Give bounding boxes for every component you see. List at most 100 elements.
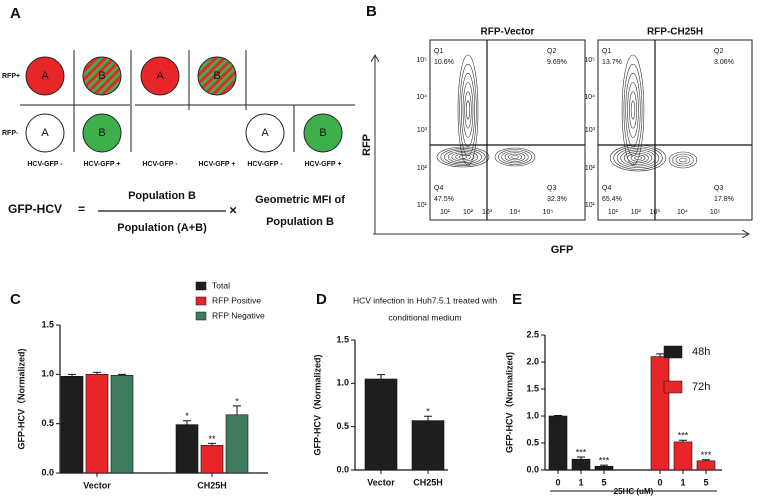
y-tick-label: 0.5	[41, 418, 54, 428]
contour	[668, 151, 698, 169]
y-tick-label: 10²	[585, 165, 596, 172]
x-tick-label: 10¹	[608, 209, 619, 216]
bar	[673, 441, 693, 471]
contour	[447, 150, 479, 164]
legend-label: RFP Negative	[212, 310, 265, 320]
axis-label: GFP	[551, 244, 574, 256]
bar	[85, 374, 109, 474]
population-circle	[303, 113, 343, 153]
y-tick-label: 2.5	[526, 329, 539, 339]
population-circle	[25, 113, 65, 153]
quadrant-name: Q4	[602, 185, 611, 192]
y-tick-label: 10²	[417, 165, 428, 172]
legend-swatch	[195, 296, 207, 306]
bar	[364, 378, 398, 471]
y-axis-label: GFP-HCV（Normalized)	[312, 354, 322, 455]
contour	[623, 151, 653, 165]
contour	[511, 155, 519, 159]
x-tick-label: 1	[680, 477, 685, 487]
bar	[411, 420, 445, 471]
panel-letter: C	[10, 291, 21, 308]
x-tick-label: CH25H	[413, 477, 443, 487]
error-bar	[702, 459, 710, 461]
population-circle	[140, 56, 180, 96]
quadrant-name: Q3	[547, 185, 556, 192]
error-bar	[600, 464, 608, 467]
x-tick-label: 10³	[482, 209, 493, 216]
error-bar	[208, 442, 216, 446]
contour	[444, 149, 482, 165]
significance: **	[208, 434, 216, 444]
population-circle	[245, 113, 285, 153]
formula-times: ×	[229, 202, 237, 217]
y-tick-label: 0.5	[526, 437, 539, 447]
y-tick-label: 10⁴	[584, 94, 595, 101]
y-axis-label: GFP-HCV（Normalized)	[16, 348, 26, 449]
x-tick-label: 0	[657, 477, 662, 487]
y-tick-label: 1.0	[336, 378, 349, 388]
error-bar	[93, 371, 101, 375]
quadrant-percent: 9.69%	[547, 59, 567, 66]
quadrant-percent: 3.06%	[714, 59, 734, 66]
error-bar	[183, 420, 191, 425]
circle-label: B	[213, 70, 220, 82]
error-bar	[424, 415, 432, 421]
row-label: RFP-	[2, 130, 19, 137]
quadrant-percent: 47.5%	[434, 196, 454, 203]
legend-swatch	[663, 345, 683, 359]
x-tick-label: 0	[555, 477, 560, 487]
contour	[498, 149, 532, 165]
bar	[571, 458, 591, 471]
contour	[672, 153, 694, 167]
error-bar	[377, 374, 385, 379]
y-tick-label: 1.0	[41, 369, 54, 379]
x-tick-label: 1	[578, 477, 583, 487]
error-bar	[679, 439, 687, 442]
circle-label: B	[98, 70, 105, 82]
y-tick-label: 10³	[417, 127, 428, 134]
y-tick-label: 1.5	[336, 334, 349, 344]
contour	[679, 157, 687, 163]
x-tick-label: 10²	[631, 209, 642, 216]
x-tick-label: 5	[703, 477, 708, 487]
y-tick-label: 1.5	[41, 319, 54, 329]
legend-label: Total	[212, 280, 230, 290]
contour	[459, 63, 477, 157]
column-label: HCV-GFP +	[198, 161, 235, 168]
bar	[175, 424, 199, 474]
formula-denominator: Population (A+B)	[117, 222, 207, 234]
x-tick-label: 10⁴	[510, 209, 521, 216]
bar	[225, 414, 249, 474]
significance: ***	[678, 431, 689, 441]
error-bar	[577, 456, 585, 460]
y-tick-label: 2.0	[526, 356, 539, 366]
bar	[200, 445, 224, 474]
x-tick-label: 10²	[463, 209, 474, 216]
axis-label: RFP	[361, 134, 373, 156]
bar	[594, 465, 614, 471]
column-label: HCV-GFP +	[304, 161, 341, 168]
population-circle	[82, 56, 122, 96]
y-tick-label: 1.0	[526, 410, 539, 420]
x-tick-label: 5	[601, 477, 606, 487]
contour	[613, 146, 663, 170]
contour	[464, 91, 472, 129]
error-bar	[68, 373, 76, 377]
contour	[623, 63, 643, 157]
y-axis-label: GFP-HCV（Normalized)	[504, 352, 514, 453]
quadrant-name: Q1	[434, 48, 443, 55]
contour	[625, 73, 641, 147]
y-tick-label: 10¹	[417, 202, 428, 209]
chart-title: conditional medium	[388, 312, 461, 322]
quadrant-percent: 32.3%	[547, 196, 567, 203]
column-label: HCV-GFP -	[142, 161, 178, 168]
significance: *	[426, 407, 430, 417]
quadrant-percent: 10.6%	[434, 59, 454, 66]
contour	[461, 73, 475, 147]
quadrant-percent: 17.8%	[714, 196, 734, 203]
x-tick-label: 10¹	[440, 209, 451, 216]
quadrant-percent: 13.7%	[602, 59, 622, 66]
panel-letter: D	[316, 291, 327, 308]
contour	[501, 150, 529, 164]
